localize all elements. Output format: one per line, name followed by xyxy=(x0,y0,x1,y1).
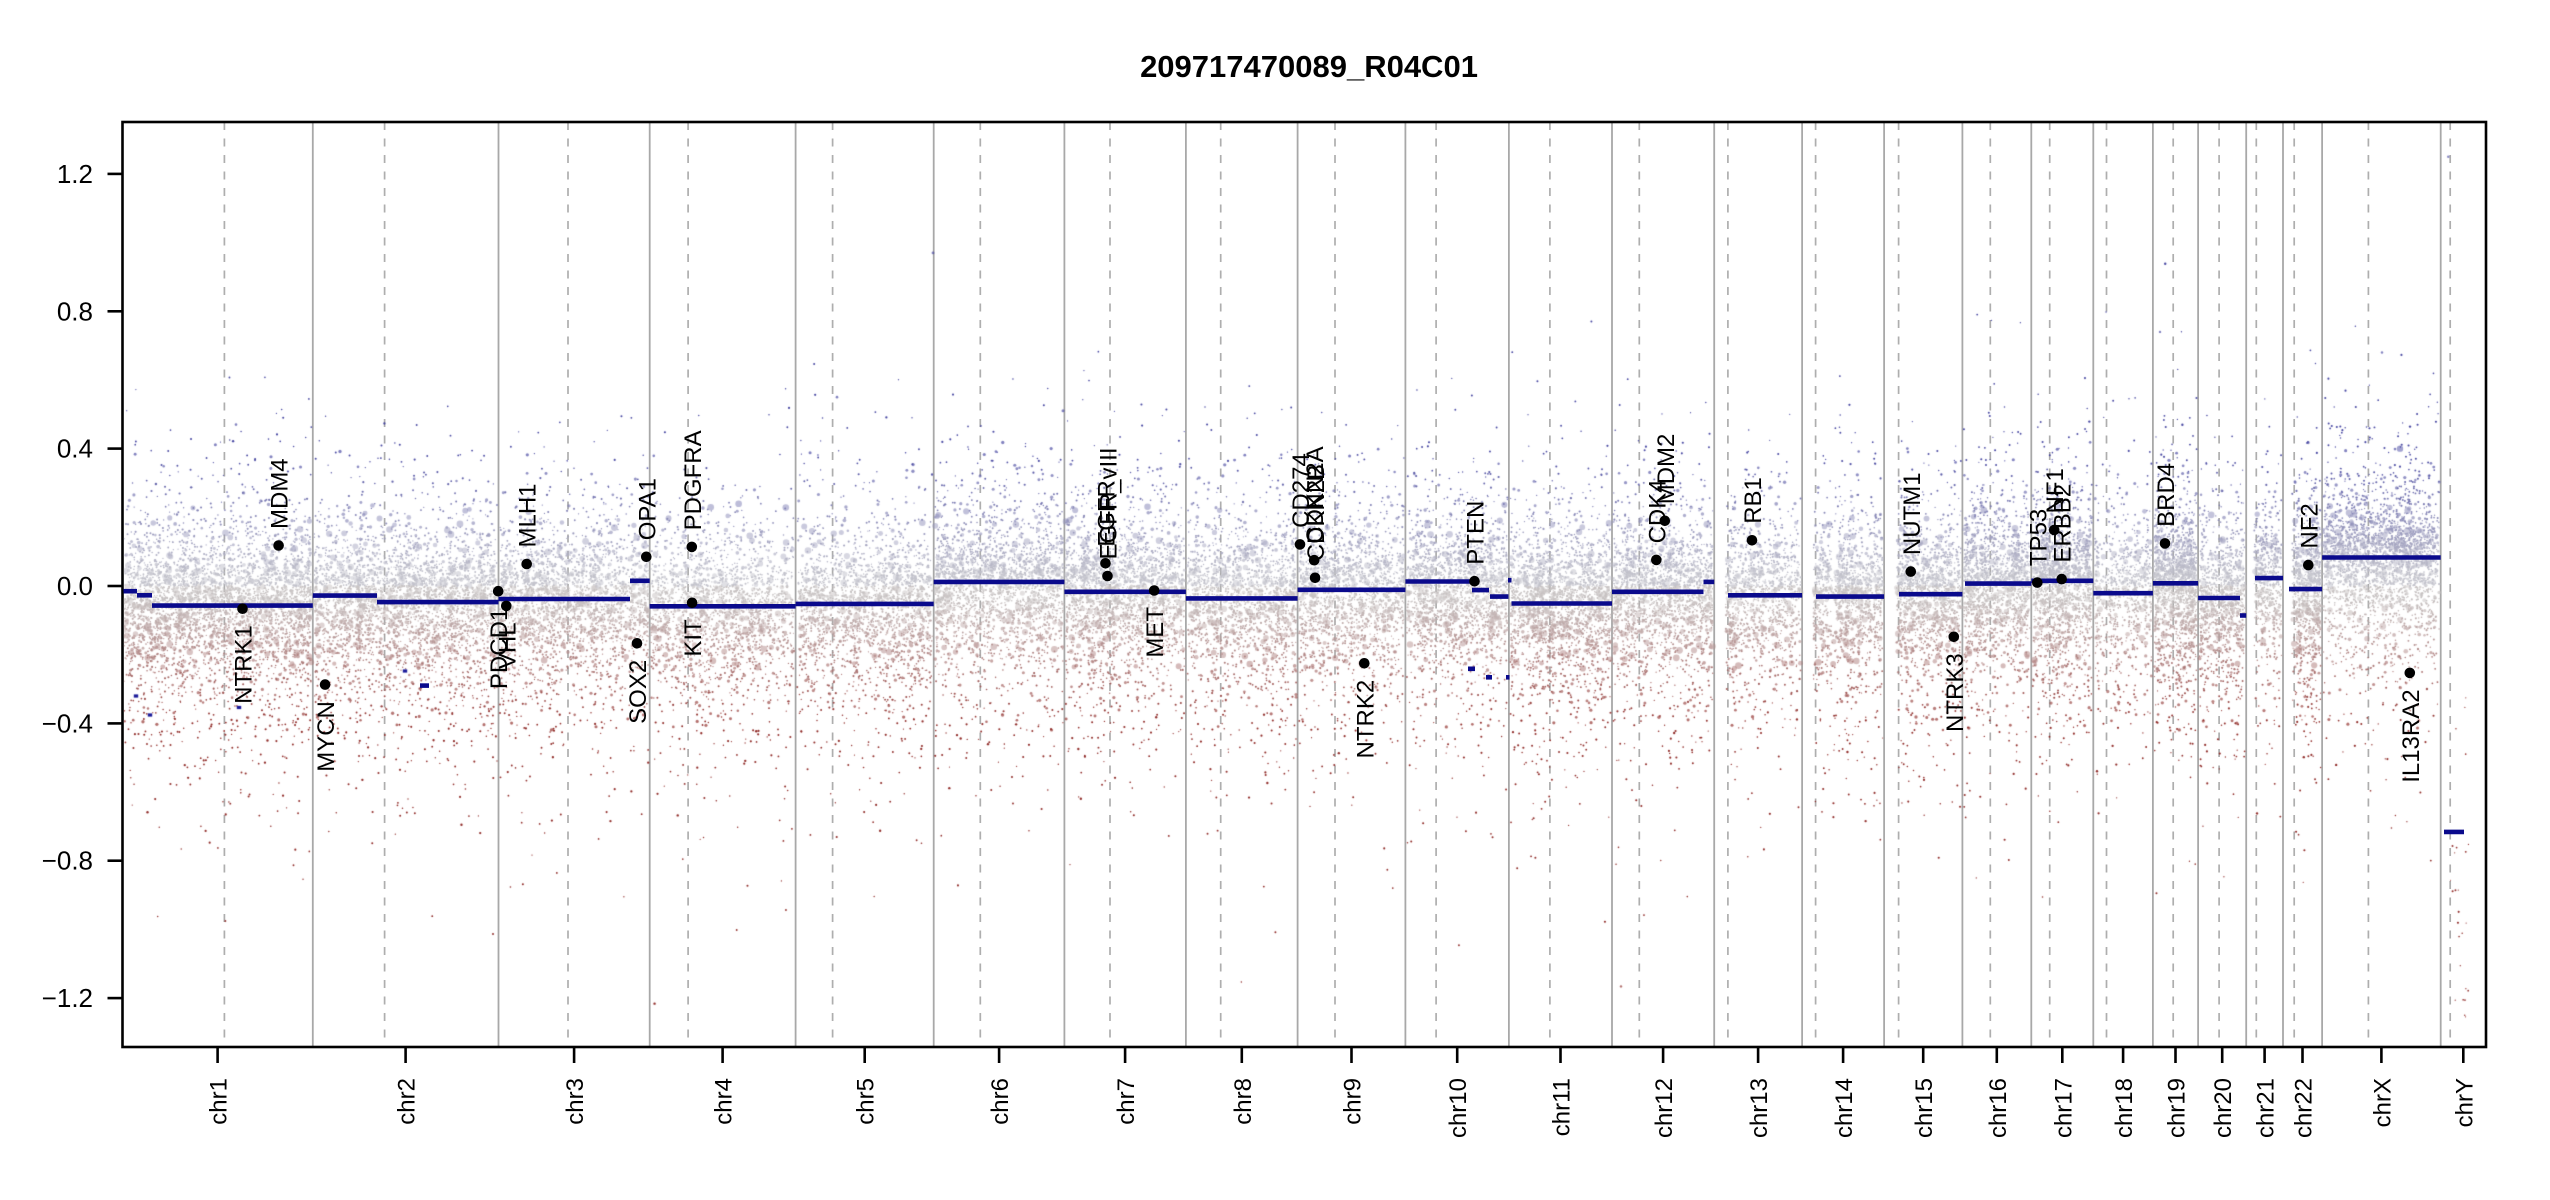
svg-text:OPA1: OPA1 xyxy=(634,478,661,540)
svg-text:VHL: VHL xyxy=(494,622,521,669)
svg-text:MDM4: MDM4 xyxy=(267,458,294,529)
svg-text:PTEN: PTEN xyxy=(1463,501,1490,565)
svg-text:NTRK3: NTRK3 xyxy=(1942,653,1969,732)
svg-text:NF1: NF1 xyxy=(2042,468,2069,513)
svg-text:CDK4: CDK4 xyxy=(1644,479,1671,543)
svg-text:RB1: RB1 xyxy=(1740,477,1767,524)
svg-text:PDGFRA: PDGFRA xyxy=(680,430,707,530)
svg-text:NTRK2: NTRK2 xyxy=(1352,680,1379,759)
svg-text:CDKN2A: CDKN2A xyxy=(1302,446,1329,543)
svg-text:CDKN2B: CDKN2B xyxy=(1303,464,1330,561)
svg-text:NUTM1: NUTM1 xyxy=(1899,472,1926,555)
svg-text:EGFR: EGFR xyxy=(1094,480,1121,547)
svg-text:MLH1: MLH1 xyxy=(515,483,542,547)
svg-text:IL13RA2: IL13RA2 xyxy=(2398,689,2425,782)
svg-text:TP53: TP53 xyxy=(2025,509,2052,566)
svg-text:NTRK1: NTRK1 xyxy=(231,625,258,704)
svg-text:KIT: KIT xyxy=(680,619,707,657)
svg-text:MDM2: MDM2 xyxy=(1653,434,1680,505)
svg-text:SOX2: SOX2 xyxy=(625,660,652,724)
svg-text:NF2: NF2 xyxy=(2296,503,2323,548)
svg-text:PDCD1: PDCD1 xyxy=(486,608,513,689)
svg-text:BRD4: BRD4 xyxy=(2153,463,2180,527)
svg-text:CD274: CD274 xyxy=(1288,453,1315,528)
svg-text:MYCN: MYCN xyxy=(313,701,340,772)
svg-text:MET: MET xyxy=(1142,607,1169,658)
svg-text:ERBB2: ERBB2 xyxy=(2050,484,2077,563)
svg-text:EGFR_vIII: EGFR_vIII xyxy=(1096,447,1123,559)
